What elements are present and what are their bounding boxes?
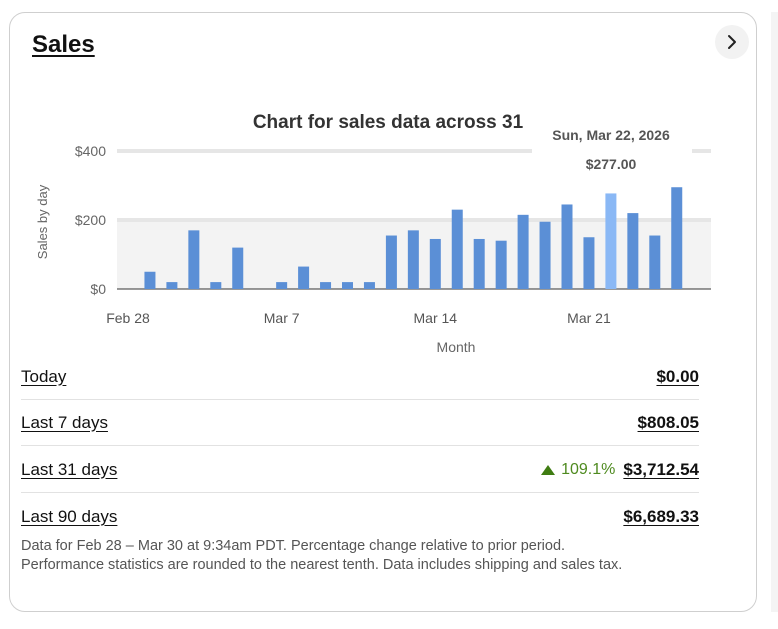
chart-bar[interactable] — [649, 235, 661, 289]
row-label[interactable]: Last 7 days — [21, 412, 108, 432]
y-tick-label: $400 — [75, 143, 106, 159]
y-tick-label: $0 — [90, 281, 106, 297]
footnote-line-2: Performance statistics are rounded to th… — [21, 557, 623, 573]
chart-bar[interactable] — [407, 230, 419, 289]
chart-title: Chart for sales data across 31 — [253, 112, 524, 133]
x-axis-label: Month — [437, 339, 476, 355]
row-label[interactable]: Last 90 days — [21, 507, 118, 526]
chart-bar[interactable] — [561, 204, 573, 289]
chart-bar[interactable] — [320, 282, 332, 289]
stat-row-last-31-days: Last 31 days 109.1% $3,712.54 — [21, 447, 699, 493]
row-label[interactable]: Last 31 days — [21, 459, 118, 479]
chart-bar[interactable] — [429, 238, 441, 289]
chart-bar[interactable] — [276, 282, 288, 289]
y-tick-label: $200 — [75, 212, 106, 228]
row-label[interactable]: Today — [21, 366, 67, 386]
footnote: Data for Feb 28 – Mar 30 at 9:34am PDT. … — [21, 537, 711, 575]
stat-row-today: Today $0.00 — [21, 354, 699, 400]
sales-card: Sales — [9, 12, 757, 612]
y-axis-label: Sales by day — [35, 184, 50, 259]
row-value[interactable]: $3,712.54 — [623, 459, 699, 479]
next-button[interactable] — [715, 25, 749, 59]
up-arrow-icon — [541, 464, 556, 475]
row-value[interactable]: $808.05 — [637, 412, 699, 432]
x-tick-label: Mar 14 — [414, 310, 458, 326]
change-percent: 109.1% — [561, 460, 616, 478]
chart-bar[interactable] — [473, 238, 485, 289]
row-right: 109.1% $3,712.54 — [541, 460, 699, 480]
chart-bar[interactable] — [385, 235, 397, 289]
chart-bar[interactable] — [517, 214, 529, 289]
x-tick-label: Mar 7 — [264, 310, 300, 326]
chart-bar[interactable] — [539, 221, 551, 289]
chart-bar[interactable] — [144, 271, 156, 289]
chart-bar[interactable] — [627, 213, 639, 289]
chart-bar[interactable] — [363, 282, 375, 289]
stat-row-last-90-days: Last 90 days $6,689.33 — [21, 494, 699, 540]
chart-bar[interactable] — [451, 209, 463, 289]
card-title[interactable]: Sales — [32, 31, 95, 58]
chart-bar[interactable] — [166, 282, 178, 289]
chart-bar[interactable] — [232, 247, 244, 289]
footnote-line-1: Data for Feb 28 – Mar 30 at 9:34am PDT. … — [21, 538, 566, 554]
chart-bar[interactable] — [605, 193, 617, 289]
chevron-right-icon — [728, 35, 736, 49]
row-value[interactable]: $6,689.33 — [623, 507, 699, 526]
chart-bar[interactable] — [342, 282, 353, 289]
sales-chart: Chart for sales data across 31 Sales by … — [35, 112, 711, 355]
tooltip-value: $277.00 — [586, 156, 637, 172]
stat-row-last-7-days: Last 7 days $808.05 — [21, 400, 699, 446]
row-value[interactable]: $0.00 — [656, 366, 699, 386]
tooltip-date: Sun, Mar 22, 2026 — [552, 127, 670, 143]
chart-bar[interactable] — [210, 282, 222, 289]
change-indicator: 109.1% — [541, 461, 615, 479]
chart-tooltip: Sun, Mar 22, 2026 $277.00 — [532, 118, 692, 180]
x-tick-label: Feb 28 — [106, 310, 150, 326]
chart-bar[interactable] — [671, 187, 683, 289]
chart-bar[interactable] — [495, 240, 507, 289]
chart-bar[interactable] — [188, 230, 200, 289]
chart-bar[interactable] — [583, 237, 595, 289]
x-tick-label: Mar 21 — [567, 310, 611, 326]
scrollbar[interactable] — [771, 12, 778, 612]
chart-bar[interactable] — [298, 266, 310, 289]
